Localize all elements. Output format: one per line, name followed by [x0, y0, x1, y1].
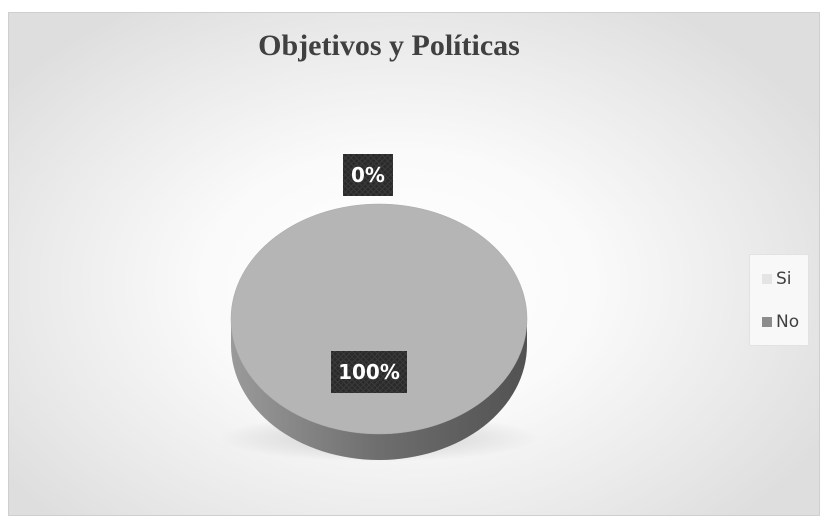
chart-area: Objetivos y Políticas 0% 100% Si No — [8, 12, 820, 516]
legend: Si No — [749, 254, 809, 346]
chart-title: Objetivos y Políticas — [258, 29, 520, 62]
data-label-no: 100% — [331, 351, 407, 393]
legend-swatch-si — [762, 274, 772, 284]
legend-label-no: No — [776, 312, 800, 332]
pie-slice-no — [230, 203, 528, 435]
legend-swatch-no — [762, 317, 772, 327]
legend-label-si: Si — [776, 269, 792, 289]
pie-chart — [219, 203, 539, 462]
legend-item-si: Si — [762, 267, 808, 291]
data-label-si: 0% — [343, 154, 393, 196]
pie-side-wall — [231, 319, 527, 460]
legend-item-no: No — [762, 310, 808, 334]
